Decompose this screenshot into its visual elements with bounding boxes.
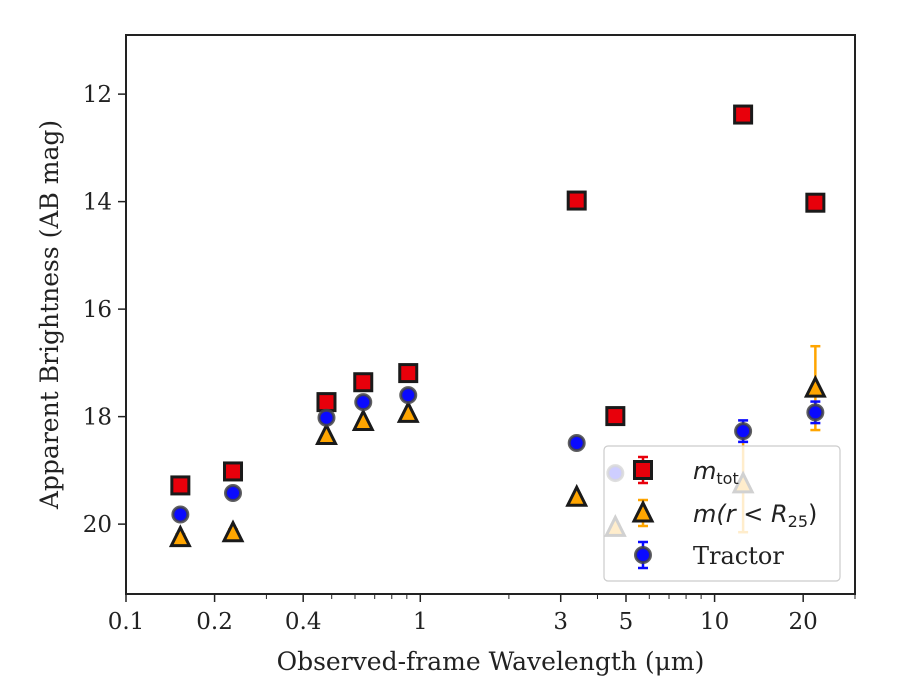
legend-box bbox=[603, 445, 841, 582]
data-point-square bbox=[353, 372, 374, 393]
data-point-triangle bbox=[396, 400, 420, 423]
x-tick-label: 3 bbox=[553, 609, 568, 635]
y-tick-label: 18 bbox=[83, 405, 112, 431]
legend: mtot m(r < R25) Tractor bbox=[603, 445, 841, 582]
x-tick-label: 0.4 bbox=[285, 609, 322, 635]
x-tick-label: 0.2 bbox=[196, 609, 233, 635]
y-axis-label: Apparent Brightness (AB mag) bbox=[35, 120, 64, 510]
data-point-triangle bbox=[168, 524, 192, 548]
y-tick-label: 14 bbox=[83, 190, 112, 216]
legend-item: Tractor bbox=[634, 540, 784, 570]
legend-label: m(r < R25) bbox=[693, 500, 817, 531]
data-point-square bbox=[223, 461, 244, 482]
data-point-circle bbox=[734, 422, 753, 441]
data-point-square bbox=[733, 104, 754, 125]
y-axis-ticks: 12 14 16 18 20 bbox=[83, 82, 126, 538]
y-tick-label: 20 bbox=[83, 512, 112, 538]
data-point-circle bbox=[224, 483, 243, 502]
legend-marker-triangle bbox=[631, 499, 655, 523]
legend-item: m(r < R25) bbox=[631, 498, 817, 531]
data-point-triangle bbox=[315, 422, 338, 445]
x-tick-label: 5 bbox=[619, 609, 634, 635]
data-point-square bbox=[398, 363, 419, 384]
data-point-circle bbox=[567, 433, 586, 452]
legend-label: mtot bbox=[693, 457, 739, 488]
plot-frame bbox=[125, 34, 856, 595]
data-point-square bbox=[805, 192, 826, 213]
data-point-triangle bbox=[803, 374, 827, 398]
data-point-circle bbox=[317, 408, 336, 427]
legend-label: Tractor bbox=[693, 542, 784, 570]
x-tick-label: 0.1 bbox=[108, 609, 145, 635]
data-point-square bbox=[316, 392, 337, 413]
data-point-circle bbox=[171, 505, 190, 524]
data-point-triangle bbox=[565, 483, 589, 507]
y-tick-label: 12 bbox=[83, 82, 112, 108]
legend-item: mtot bbox=[633, 455, 739, 488]
x-tick-label: 20 bbox=[789, 609, 818, 635]
data-point-circle bbox=[354, 393, 373, 412]
data-point-square bbox=[170, 475, 191, 496]
data-point-triangle bbox=[351, 408, 375, 431]
legend-marker-square bbox=[633, 460, 653, 480]
data-point-circle bbox=[399, 386, 418, 405]
data-point-circle bbox=[806, 403, 825, 422]
x-tick-label: 10 bbox=[700, 609, 729, 635]
data-point-triangle bbox=[221, 519, 245, 543]
legend-marker-circle bbox=[634, 546, 652, 564]
x-tick-label: 1 bbox=[413, 609, 428, 635]
x-axis-label: Observed-frame Wavelength (μm) bbox=[277, 647, 705, 676]
data-point-square bbox=[605, 406, 626, 427]
series-square bbox=[170, 104, 826, 496]
data-point-square bbox=[566, 190, 587, 211]
x-axis-ticks: 0.1 0.2 0.4 1 3 5 10 20 bbox=[108, 594, 856, 635]
y-tick-label: 16 bbox=[83, 297, 112, 323]
